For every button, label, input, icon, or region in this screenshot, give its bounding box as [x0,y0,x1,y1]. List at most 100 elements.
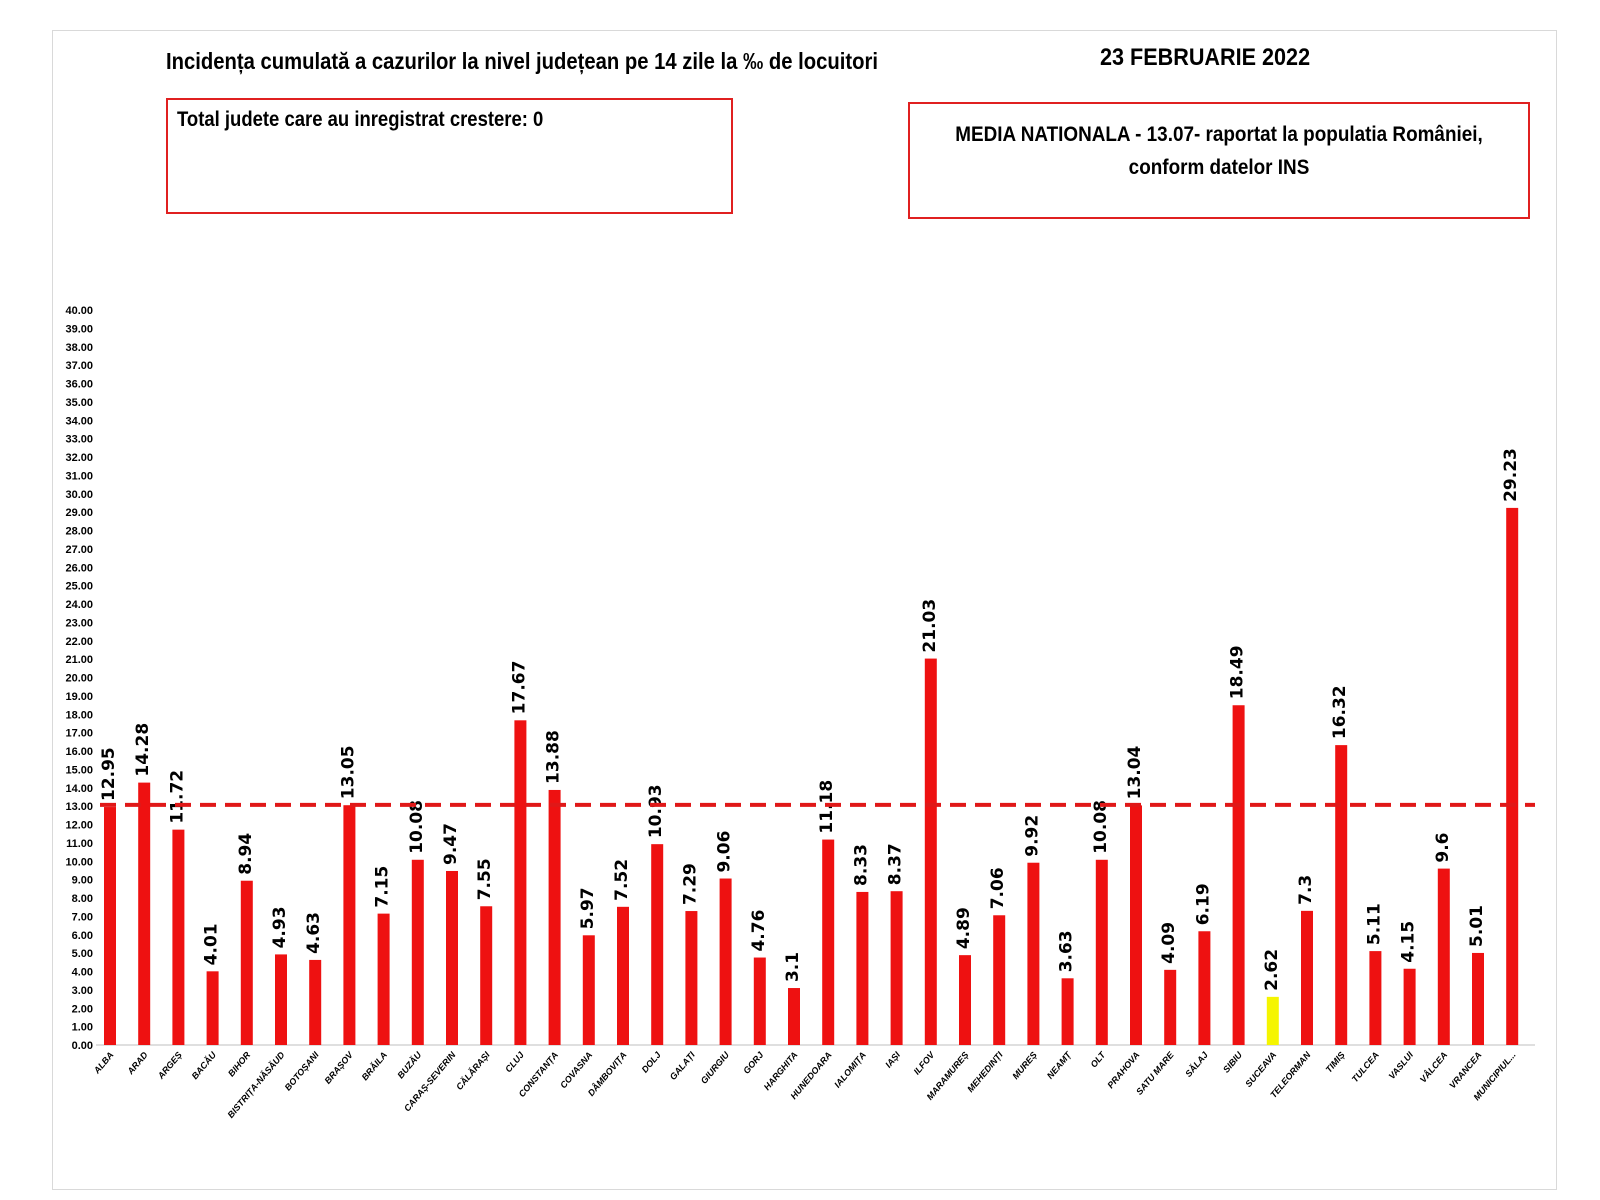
bar [993,915,1006,1045]
y-tick-label: 26.00 [65,562,93,574]
x-tick-label: BRAȘOV [323,1049,356,1086]
x-tick-label: VASLUI [1387,1049,1416,1081]
bar-value-label: 16.32 [1330,685,1350,739]
bar [856,891,869,1045]
national-average-box: MEDIA NATIONALA - 13.07- raportat la pop… [908,102,1530,219]
bar-value-label: 18.49 [1228,645,1248,699]
bar-value-label: 5.97 [578,887,598,929]
y-tick-label: 16.00 [65,746,93,758]
bar-value-label: 9.6 [1433,832,1453,862]
y-tick-label: 25.00 [65,581,93,593]
bar-value-label: 13.88 [544,730,564,784]
x-tick-label: ILFOV [912,1049,937,1076]
bar-value-label: 7.52 [612,859,632,901]
y-tick-label: 40.00 [65,305,93,317]
bar [788,988,800,1045]
bar-value-label: 7.06 [988,867,1008,909]
y-tick-label: 2.00 [72,1003,93,1015]
bar-value-label: 8.94 [236,833,256,875]
bar [1472,952,1484,1045]
y-tick-label: 30.00 [65,489,93,501]
x-tick-label: ALBA [91,1050,115,1076]
x-tick-label: PRAHOVA [1105,1050,1141,1090]
x-tick-label: GIURGIU [699,1049,732,1085]
bar-value-label: 10.93 [646,784,666,838]
x-tick-label: ARAD [125,1049,150,1076]
x-tick-label: CLUJ [503,1049,526,1074]
y-tick-label: 18.00 [65,709,93,721]
bar-value-label: 12.95 [99,747,119,801]
y-tick-label: 38.00 [65,342,93,354]
x-tick-label: DOLJ [640,1049,664,1075]
bar-value-label: 11.72 [167,770,187,824]
y-tick-label: 0.00 [72,1040,93,1052]
y-tick-label: 9.00 [72,875,93,887]
y-tick-label: 29.00 [65,507,93,519]
y-tick-label: 22.00 [65,636,93,648]
y-tick-label: 19.00 [65,691,93,703]
y-tick-label: 6.00 [72,930,93,942]
bar [480,906,493,1045]
bar [1301,910,1313,1045]
chart-frame [52,30,1557,1190]
bar [411,859,424,1045]
x-tick-label: BISTRIȚA-NĂSĂUD [225,1049,287,1120]
bar [719,878,732,1045]
y-tick-label: 39.00 [65,323,93,335]
bar-value-label: 9.47 [441,823,461,865]
bar-value-label: 6.19 [1193,883,1213,925]
national-average-line2: conform datelor INS [1128,156,1310,179]
bar-value-label: 7.29 [680,863,700,905]
bar [138,782,151,1045]
x-tick-label: VÂLCEA [1417,1049,1449,1084]
bar [240,880,253,1045]
y-tick-label: 17.00 [65,728,93,740]
bar [890,891,903,1045]
bar-value-label: 13.05 [338,745,358,799]
y-tick-label: 33.00 [65,434,93,446]
y-tick-label: 1.00 [72,1022,93,1034]
x-tick-label: BACĂU [189,1049,219,1081]
bar [377,913,390,1045]
y-tick-label: 36.00 [65,379,93,391]
bar-value-label: 7.3 [1296,875,1316,905]
x-tick-label: MEHEDINȚI [965,1049,1005,1094]
bar [172,829,185,1045]
y-tick-label: 27.00 [65,544,93,556]
x-tick-label: NEAMȚ [1045,1049,1074,1081]
y-tick-label: 15.00 [65,764,93,776]
bar-value-label: 13.04 [1125,745,1145,799]
x-tick-label: OLT [1089,1049,1109,1070]
bar-value-label: 2.62 [1262,949,1282,991]
bar-value-label: 5.01 [1467,905,1487,947]
y-tick-label: 14.00 [65,783,93,795]
y-tick-label: 21.00 [65,654,93,666]
x-tick-label: TIMIȘ [1324,1050,1347,1075]
x-tick-label: MUREȘ [1010,1050,1039,1081]
bar-value-label: 5.11 [1364,903,1384,945]
bar-value-label: 4.15 [1399,921,1419,963]
x-tick-label: GORJ [741,1049,766,1076]
y-tick-label: 4.00 [72,967,93,979]
x-tick-label: CĂLĂRAȘI [453,1049,492,1092]
y-tick-label: 10.00 [65,856,93,868]
bar-value-label: 4.89 [954,907,974,949]
bar-value-label: 7.15 [373,866,393,908]
bar-value-label: 8.37 [886,843,906,885]
y-tick-label: 20.00 [65,673,93,685]
bar [822,839,835,1045]
x-tick-label: SĂLAJ [1183,1048,1211,1078]
bar-value-label: 4.63 [304,912,324,954]
bar [582,935,595,1045]
bar-value-label: 9.06 [715,831,735,873]
bar-value-label: 4.76 [749,910,769,952]
y-tick-label: 28.00 [65,526,93,538]
y-tick-label: 34.00 [65,415,93,427]
x-tick-label: SIBIU [1221,1049,1244,1074]
x-tick-label: IAȘI [883,1049,902,1069]
y-tick-label: 32.00 [65,452,93,464]
bar [1232,705,1245,1045]
bar-value-label: 3.1 [783,952,803,982]
y-tick-label: 13.00 [65,801,93,813]
bar [1198,931,1211,1045]
